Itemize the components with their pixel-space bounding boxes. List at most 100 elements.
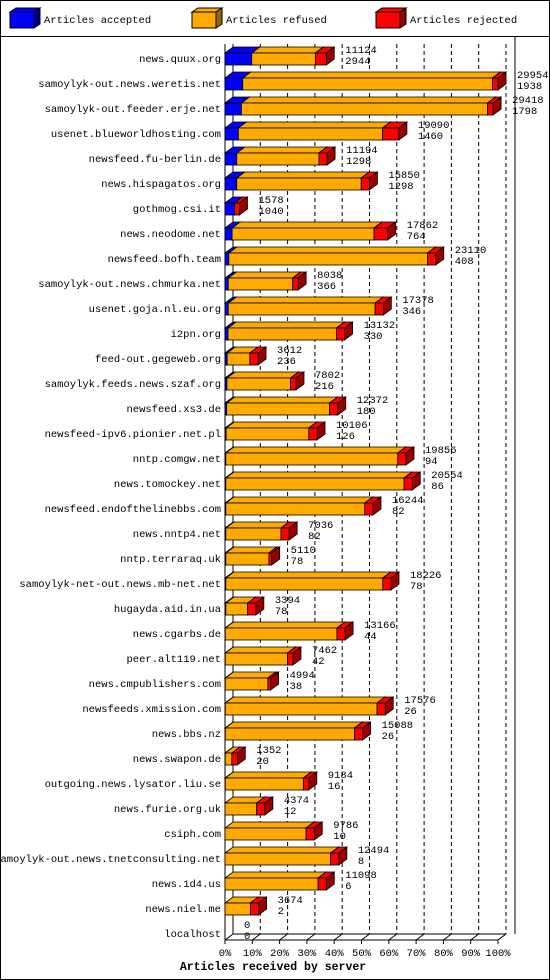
bar: [364, 502, 374, 516]
total-label: 11124: [345, 45, 377, 57]
legend-swatch-side: [33, 7, 41, 29]
accepted-label: 10: [333, 831, 346, 843]
bar: [226, 377, 291, 391]
bar: [225, 452, 399, 466]
total-label: 17862: [407, 220, 439, 232]
bar: [249, 352, 259, 366]
bar-top: [223, 871, 328, 879]
legend-swatch-side: [215, 7, 223, 29]
bar: [247, 602, 257, 616]
x-tick-label: 60%: [379, 948, 399, 960]
bar-top: [227, 246, 437, 254]
bar: [224, 127, 239, 141]
total-label: 15088: [382, 720, 414, 732]
bar-top: [227, 296, 385, 304]
x-tick-label: 80%: [434, 948, 454, 960]
accepted-label: 408: [455, 256, 474, 268]
bar: [224, 777, 304, 791]
bar: [225, 527, 282, 541]
total-label: 0: [244, 920, 250, 932]
bar-top: [224, 471, 414, 479]
y-tick-label: outgoing.news.lysator.liu.se: [45, 779, 221, 791]
total-label: 12372: [357, 395, 389, 407]
y-tick-label: news.swapon.de: [133, 754, 221, 766]
legend-swatch-side: [399, 7, 407, 29]
total-label: 3674: [278, 895, 303, 907]
total-label: 12494: [358, 845, 390, 857]
bar-top: [223, 846, 340, 854]
floor-line: [306, 933, 316, 941]
bar-top: [227, 271, 302, 279]
accepted-label: 78: [291, 556, 304, 568]
x-tick-label: 40%: [325, 948, 345, 960]
accepted-label: 1798: [512, 106, 537, 118]
accepted-label: 26: [382, 731, 395, 743]
bar-top: [235, 171, 371, 179]
y-tick-label: samoylyk-out.news.tnetconsulting.net: [0, 854, 221, 866]
total-label: 3394: [275, 595, 300, 607]
total-label: 29418: [512, 95, 544, 107]
total-label: 23110: [455, 245, 487, 257]
bar-top: [240, 96, 497, 104]
bar: [308, 427, 318, 441]
bar: [397, 452, 407, 466]
y-tick-label: usenet.goja.nl.eu.org: [89, 304, 221, 316]
bar: [231, 227, 375, 241]
total-label: 1578: [258, 195, 283, 207]
bar: [228, 252, 428, 266]
bar-top: [224, 421, 319, 429]
x-tick-label: 70%: [407, 948, 427, 960]
bar: [236, 177, 362, 191]
bar: [224, 877, 319, 891]
bar: [492, 77, 499, 91]
bar: [280, 527, 290, 541]
floor-line: [279, 933, 288, 941]
bar: [251, 52, 316, 66]
y-tick-label: localhost: [164, 929, 221, 941]
bar: [224, 702, 378, 716]
y-tick-label: gothmog.csi.it: [133, 204, 221, 216]
y-tick-label: usenet.blueworldhosting.com: [51, 129, 221, 141]
bar: [224, 677, 269, 691]
bar: [225, 577, 384, 591]
x-tick-label: 0%: [219, 948, 232, 960]
bar: [427, 252, 437, 266]
accepted-label: 764: [407, 231, 426, 243]
accepted-label: 126: [336, 431, 355, 443]
total-label: 13166: [364, 620, 396, 632]
floor-line: [224, 933, 234, 941]
y-tick-label: newsfeed.bofh.team: [108, 254, 221, 266]
bar: [227, 277, 294, 291]
total-label: 10106: [336, 420, 368, 432]
accepted-label: 26: [404, 706, 417, 718]
accepted-label: 12: [284, 806, 297, 818]
accepted-label: 2944: [345, 56, 370, 68]
total-label: 5110: [291, 545, 316, 557]
y-tick-label: samoylyk-out.feeder.erje.net: [45, 104, 221, 116]
accepted-label: 346: [402, 306, 421, 318]
y-tick-label: newsfeed.fu-berlin.de: [89, 154, 221, 166]
y-tick-label: nntp.comgw.net: [133, 454, 221, 466]
bar: [374, 302, 384, 316]
bar: [226, 402, 330, 416]
y-tick-label: news.niel.me: [145, 904, 221, 916]
accepted-label: 8: [358, 856, 364, 868]
floor-line: [470, 933, 480, 941]
total-label: 4994: [290, 670, 315, 682]
bar: [224, 152, 238, 166]
accepted-label: 16: [328, 781, 341, 793]
accepted-label: 2: [278, 906, 284, 918]
accepted-label: 330: [364, 331, 383, 343]
accepted-label: 82: [308, 531, 321, 543]
bar: [224, 177, 238, 191]
floor-line: [443, 933, 452, 941]
bar: [242, 77, 493, 91]
floor-line: [361, 933, 370, 941]
bar: [225, 427, 310, 441]
bar: [227, 327, 337, 341]
total-label: 9184: [328, 770, 353, 782]
total-label: 17378: [402, 295, 434, 307]
accepted-label: 42: [312, 656, 325, 668]
accepted-label: 1460: [418, 131, 443, 143]
